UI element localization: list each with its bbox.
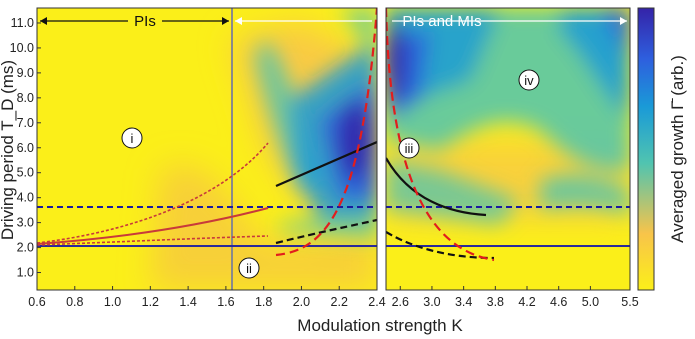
y-tick-label: 9.0: [17, 66, 34, 80]
right-panel-frame: [385, 7, 631, 291]
red-dotted-curve-lower: [37, 235, 269, 246]
x-tick-label: 1.8: [255, 295, 272, 309]
svg-text:i: i: [131, 131, 134, 146]
left-heatmap-panel: [37, 8, 377, 290]
y-axis-ticks: 1.0 2.0 3.0 4.0 5.0 6.0 7.0 8.0 9.0 10.0 11.0: [10, 16, 41, 280]
x-tick-label: 5.0: [582, 295, 599, 309]
svg-text:iv: iv: [524, 73, 534, 88]
x-tick-label: 5.5: [621, 295, 638, 309]
x-tick-label: 2.2: [331, 295, 348, 309]
reference-lines: [37, 8, 630, 290]
x-tick-label: 4.2: [518, 295, 535, 309]
curves-left: [37, 8, 377, 257]
marker-i: i: [121, 127, 143, 149]
x-tick-label: 3.8: [487, 295, 504, 309]
y-tick-label: 11.0: [11, 16, 34, 30]
y-tick-label: 1.0: [17, 266, 34, 280]
red-dashed-divergent-left: [275, 8, 377, 257]
marker-iv: iv: [518, 69, 540, 91]
red-dashed-divergent-right: [386, 8, 495, 262]
x-tick-label: 1.6: [217, 295, 234, 309]
x-axis-label: Modulation strength K: [297, 316, 463, 335]
pis-mis-label: PIs and MIs: [402, 13, 481, 30]
left-panel-frame: [36, 7, 378, 291]
x-tick-label: 0.8: [66, 295, 83, 309]
x-tick-label: 1.2: [142, 295, 159, 309]
pis-label: PIs: [134, 13, 156, 30]
red-dotted-curve-upper: [37, 142, 269, 244]
black-solid-curve-left: [275, 140, 377, 188]
svg-text:ii: ii: [246, 261, 252, 276]
x-axis-ticks-left: 0.6 0.8 1.0 1.2 1.4 1.6 1.8 2.0 2.2 2.4: [28, 286, 386, 309]
x-tick-label: 3.0: [423, 295, 440, 309]
x-tick-label: 0.6: [28, 295, 45, 309]
x-tick-label: 1.4: [179, 295, 196, 309]
x-tick-label: 2.4: [368, 295, 385, 309]
colorbar-gradient: [637, 7, 655, 291]
y-tick-label: 8.0: [17, 91, 34, 105]
y-tick-label: 5.0: [17, 166, 34, 180]
x-tick-label: 1.0: [104, 295, 121, 309]
region-annotations: PIs PIs and MIs: [40, 11, 627, 31]
x-tick-label: 3.4: [455, 295, 472, 309]
colorbar: Averaged growth Γ̄ (arb.): [637, 7, 687, 291]
y-tick-label: 10.0: [10, 41, 34, 55]
black-dashed-curve-left: [275, 218, 377, 245]
x-axis-ticks-right: 2.6 3.0 3.4 3.8 4.2 4.6 5.0 5.5: [392, 286, 639, 309]
y-tick-label: 3.0: [17, 216, 34, 230]
svg-text:iii: iii: [405, 141, 414, 156]
y-tick-label: 6.0: [17, 141, 34, 155]
x-tick-label: 2.6: [392, 295, 409, 309]
marker-ii: ii: [238, 257, 260, 279]
y-tick-label: 4.0: [17, 191, 34, 205]
y-axis-label: Driving period T_D (ms): [0, 60, 17, 240]
curves-right: [386, 8, 495, 262]
red-solid-curve: [37, 207, 269, 245]
black-solid-curve-right: [386, 157, 487, 217]
marker-iii: iii: [398, 137, 420, 159]
colorbar-label: Averaged growth Γ̄ (arb.): [668, 55, 687, 243]
right-heatmap-panel: [386, 8, 630, 290]
y-tick-label: 2.0: [17, 241, 34, 255]
y-tick-label: 7.0: [17, 116, 34, 130]
x-tick-label: 4.6: [550, 295, 567, 309]
x-tick-label: 2.0: [293, 295, 310, 309]
